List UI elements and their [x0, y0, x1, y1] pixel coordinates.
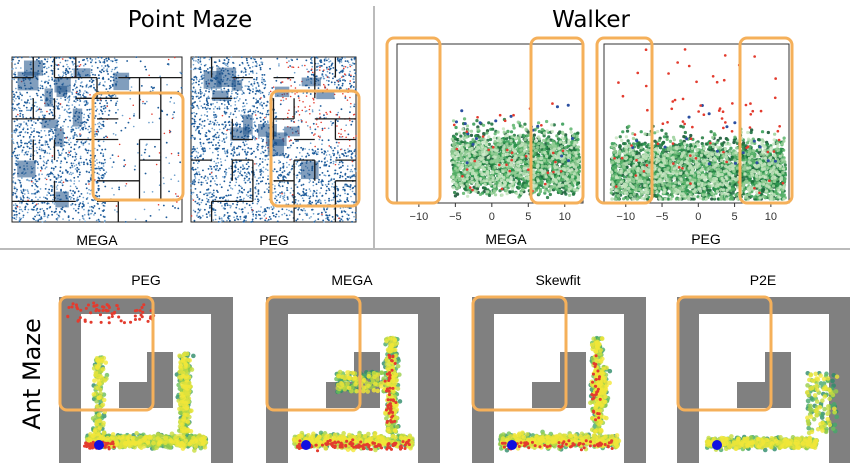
ant-maze-inner-wall	[119, 382, 173, 408]
ant-maze-panel-mega	[266, 297, 440, 463]
walker-x-tick-label: 5	[525, 211, 531, 223]
maze-dense-block	[54, 77, 71, 93]
walker-points-red	[452, 102, 565, 193]
highlight-box	[58, 295, 155, 412]
ant-maze-points-red	[296, 353, 411, 453]
maze-dense-block	[300, 161, 319, 180]
walker-title: Walker	[552, 7, 630, 33]
ant-maze-start-marker	[94, 440, 104, 450]
walker-x-tick-label: 10	[765, 211, 777, 223]
ant-maze-label-mega: MEGA	[331, 272, 373, 288]
ant-maze-inner-wall	[737, 382, 791, 408]
walker-x-tick-label: −5	[449, 211, 462, 223]
highlight-box	[676, 295, 773, 412]
highlight-box	[269, 89, 361, 208]
walker-points-green	[451, 123, 581, 198]
highlight-boxes	[58, 36, 794, 412]
maze-dense-block	[113, 72, 130, 91]
maze-dense-block	[284, 126, 300, 137]
walker-panel-mega	[396, 43, 584, 204]
ant-maze-title: Ant Maze	[18, 318, 46, 429]
maze-dense-block	[41, 119, 58, 129]
walker-x-tick-label: 0	[695, 211, 701, 223]
point-maze-title: Point Maze	[128, 7, 253, 33]
maze-dense-block	[55, 191, 69, 208]
maze-dense-block	[301, 77, 321, 87]
walker-points-red	[613, 48, 785, 195]
walker-panel-peg	[603, 43, 790, 204]
point-maze-panel-peg	[190, 56, 357, 223]
ant-maze-start-marker	[301, 440, 311, 450]
walker-label-peg: PEG	[691, 231, 721, 247]
highlight-box	[91, 91, 185, 202]
maze-dense-block	[231, 79, 243, 91]
ant-maze-panel-skewfit	[472, 297, 646, 463]
highlight-box	[738, 36, 794, 205]
walker-x-tick-label: −5	[656, 211, 669, 223]
ant-maze-label-p2e: P2E	[750, 272, 776, 288]
walker-x-tick-label: 0	[489, 211, 495, 223]
highlight-box	[529, 36, 585, 205]
ant-maze-inner-notch	[147, 352, 173, 382]
highlight-box	[595, 36, 654, 205]
maze-dense-block	[73, 68, 91, 78]
maze-dense-block	[44, 88, 53, 107]
walker-x-tick-label: −10	[410, 211, 429, 223]
point-maze-panel-mega	[11, 56, 183, 223]
highlight-box	[471, 295, 568, 412]
maze-dense-block	[212, 90, 229, 101]
ant-maze-panel-peg	[59, 297, 233, 463]
ant-maze-corridor	[494, 314, 624, 463]
ant-maze-inner-notch	[765, 352, 791, 382]
ant-maze-label-peg: PEG	[131, 272, 161, 288]
maze-walls	[191, 57, 356, 222]
highlight-box	[265, 295, 362, 412]
maze-walls	[12, 57, 182, 222]
ant-maze-start-marker	[507, 440, 517, 450]
maze-dense-block	[72, 108, 83, 127]
walker-mega-ticks: −10 −5 0 5 10	[410, 203, 571, 223]
highlight-box	[385, 36, 442, 205]
point-maze-label-mega: MEGA	[76, 232, 118, 248]
walker-label-mega: MEGA	[485, 231, 527, 247]
maze-dense-block	[54, 128, 64, 147]
ant-maze-label-skewfit: Skewfit	[535, 272, 580, 288]
walker-peg-ticks: −10 −5 0 5 10	[616, 203, 777, 223]
ant-maze-points-red	[500, 354, 614, 452]
maze-dense-block	[242, 114, 253, 135]
ant-maze-start-marker	[712, 440, 722, 450]
ant-maze-inner-notch	[560, 352, 586, 382]
maze-dense-block	[316, 89, 335, 100]
walker-points-blue	[631, 104, 777, 166]
walker-x-tick-label: 5	[732, 211, 738, 223]
ant-maze-corridor	[699, 314, 829, 463]
walker-x-tick-label: −10	[616, 211, 635, 223]
walker-points-green	[609, 129, 786, 201]
maze-dense-block	[17, 71, 39, 91]
point-maze-label-peg: PEG	[259, 232, 289, 248]
walker-x-tick-label: 10	[559, 211, 571, 223]
maze-dense-block	[216, 67, 237, 87]
maze-dense-block	[17, 160, 36, 178]
ant-maze-inner-wall	[532, 382, 586, 408]
ant-maze-panel-p2e	[677, 297, 850, 463]
